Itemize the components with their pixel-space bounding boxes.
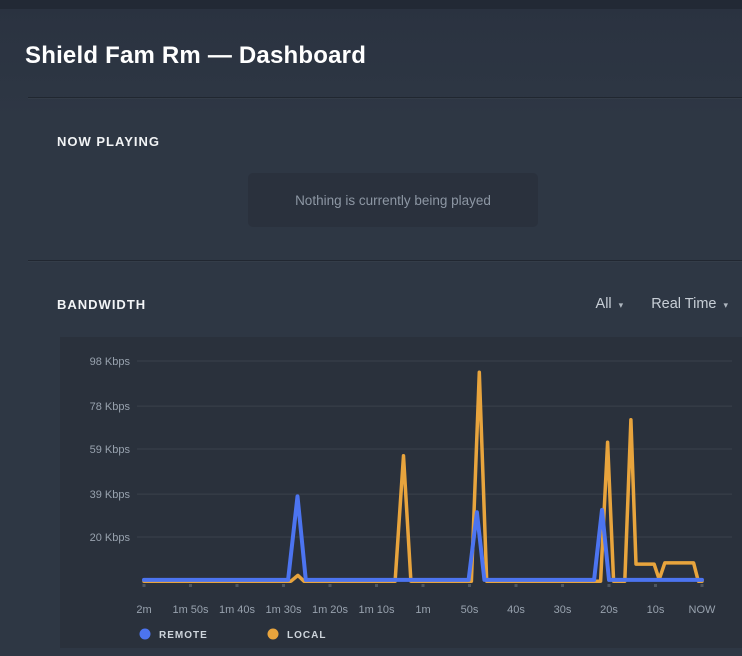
chevron-down-icon: ▾ [723, 299, 728, 310]
page-title: Shield Fam Rm — Dashboard [25, 42, 367, 69]
x-axis-tick [468, 584, 471, 587]
x-axis-label: 1m 50s [172, 604, 209, 616]
x-axis-label: 30s [554, 604, 572, 616]
bandwidth-chart: 98 Kbps 78 Kbps 59 Kbps 39 Kbps 20 Kbps 2m 1m … [90, 356, 732, 641]
y-axis-label: 39 Kbps [90, 489, 131, 501]
top-bar [0, 0, 742, 9]
y-axis-label: 98 Kbps [90, 356, 131, 368]
legend-dot-remote [139, 628, 151, 640]
timescale-dropdown[interactable]: Real Time ▾ [651, 296, 728, 312]
player-filter-value: All [595, 296, 612, 312]
x-axis-tick [235, 584, 239, 587]
x-axis-tick [328, 584, 332, 587]
x-axis-tick [607, 584, 611, 587]
legend-label-remote: REMOTE [159, 630, 208, 641]
x-axis-tick [189, 584, 192, 587]
x-axis-tick [654, 584, 657, 587]
timescale-value: Real Time [651, 296, 717, 312]
bandwidth-controls: All ▾ Real Time ▾ [596, 296, 728, 312]
now-playing-empty-box: Nothing is currently being played [248, 173, 538, 227]
x-axis-tick [561, 584, 564, 587]
x-axis-label: NOW [689, 604, 717, 616]
y-axis-label: 78 Kbps [90, 401, 131, 413]
x-axis-label: 1m 40s [219, 604, 256, 616]
player-filter-dropdown[interactable]: All ▾ [596, 296, 624, 312]
chevron-down-icon: ▾ [618, 299, 624, 310]
x-axis-tick [700, 584, 704, 587]
x-axis-tick [514, 584, 518, 587]
now-playing-empty-message: Nothing is currently being played [295, 192, 491, 208]
x-axis-tick [142, 584, 146, 587]
x-axis-tick [282, 584, 285, 587]
divider [28, 97, 742, 98]
x-axis-label: 20s [600, 604, 618, 616]
bandwidth-heading: BANDWIDTH [57, 297, 147, 312]
legend-dot-local [267, 628, 279, 640]
now-playing-heading: NOW PLAYING [57, 134, 160, 149]
bandwidth-chart-panel: 98 Kbps 78 Kbps 59 Kbps 39 Kbps 20 Kbps 2m 1m … [60, 337, 742, 648]
x-axis-label: 1m 20s [312, 604, 349, 616]
series-line-remote [142, 494, 704, 582]
series-line-local [142, 370, 704, 583]
x-axis-tick [421, 584, 425, 587]
x-axis-label: 40s [507, 604, 525, 616]
x-axis-label: 10s [647, 604, 665, 616]
x-axis-tick [375, 584, 378, 587]
x-axis-label: 2m [136, 604, 151, 616]
x-axis-label: 50s [461, 604, 479, 616]
x-axis-label: 1m [415, 604, 430, 616]
x-axis-label: 1m 30s [265, 604, 302, 616]
y-axis-label: 20 Kbps [90, 532, 131, 544]
x-axis-label: 1m 10s [358, 604, 395, 616]
y-axis-label: 59 Kbps [90, 444, 131, 456]
legend-label-local: LOCAL [287, 630, 326, 641]
divider [28, 260, 742, 261]
